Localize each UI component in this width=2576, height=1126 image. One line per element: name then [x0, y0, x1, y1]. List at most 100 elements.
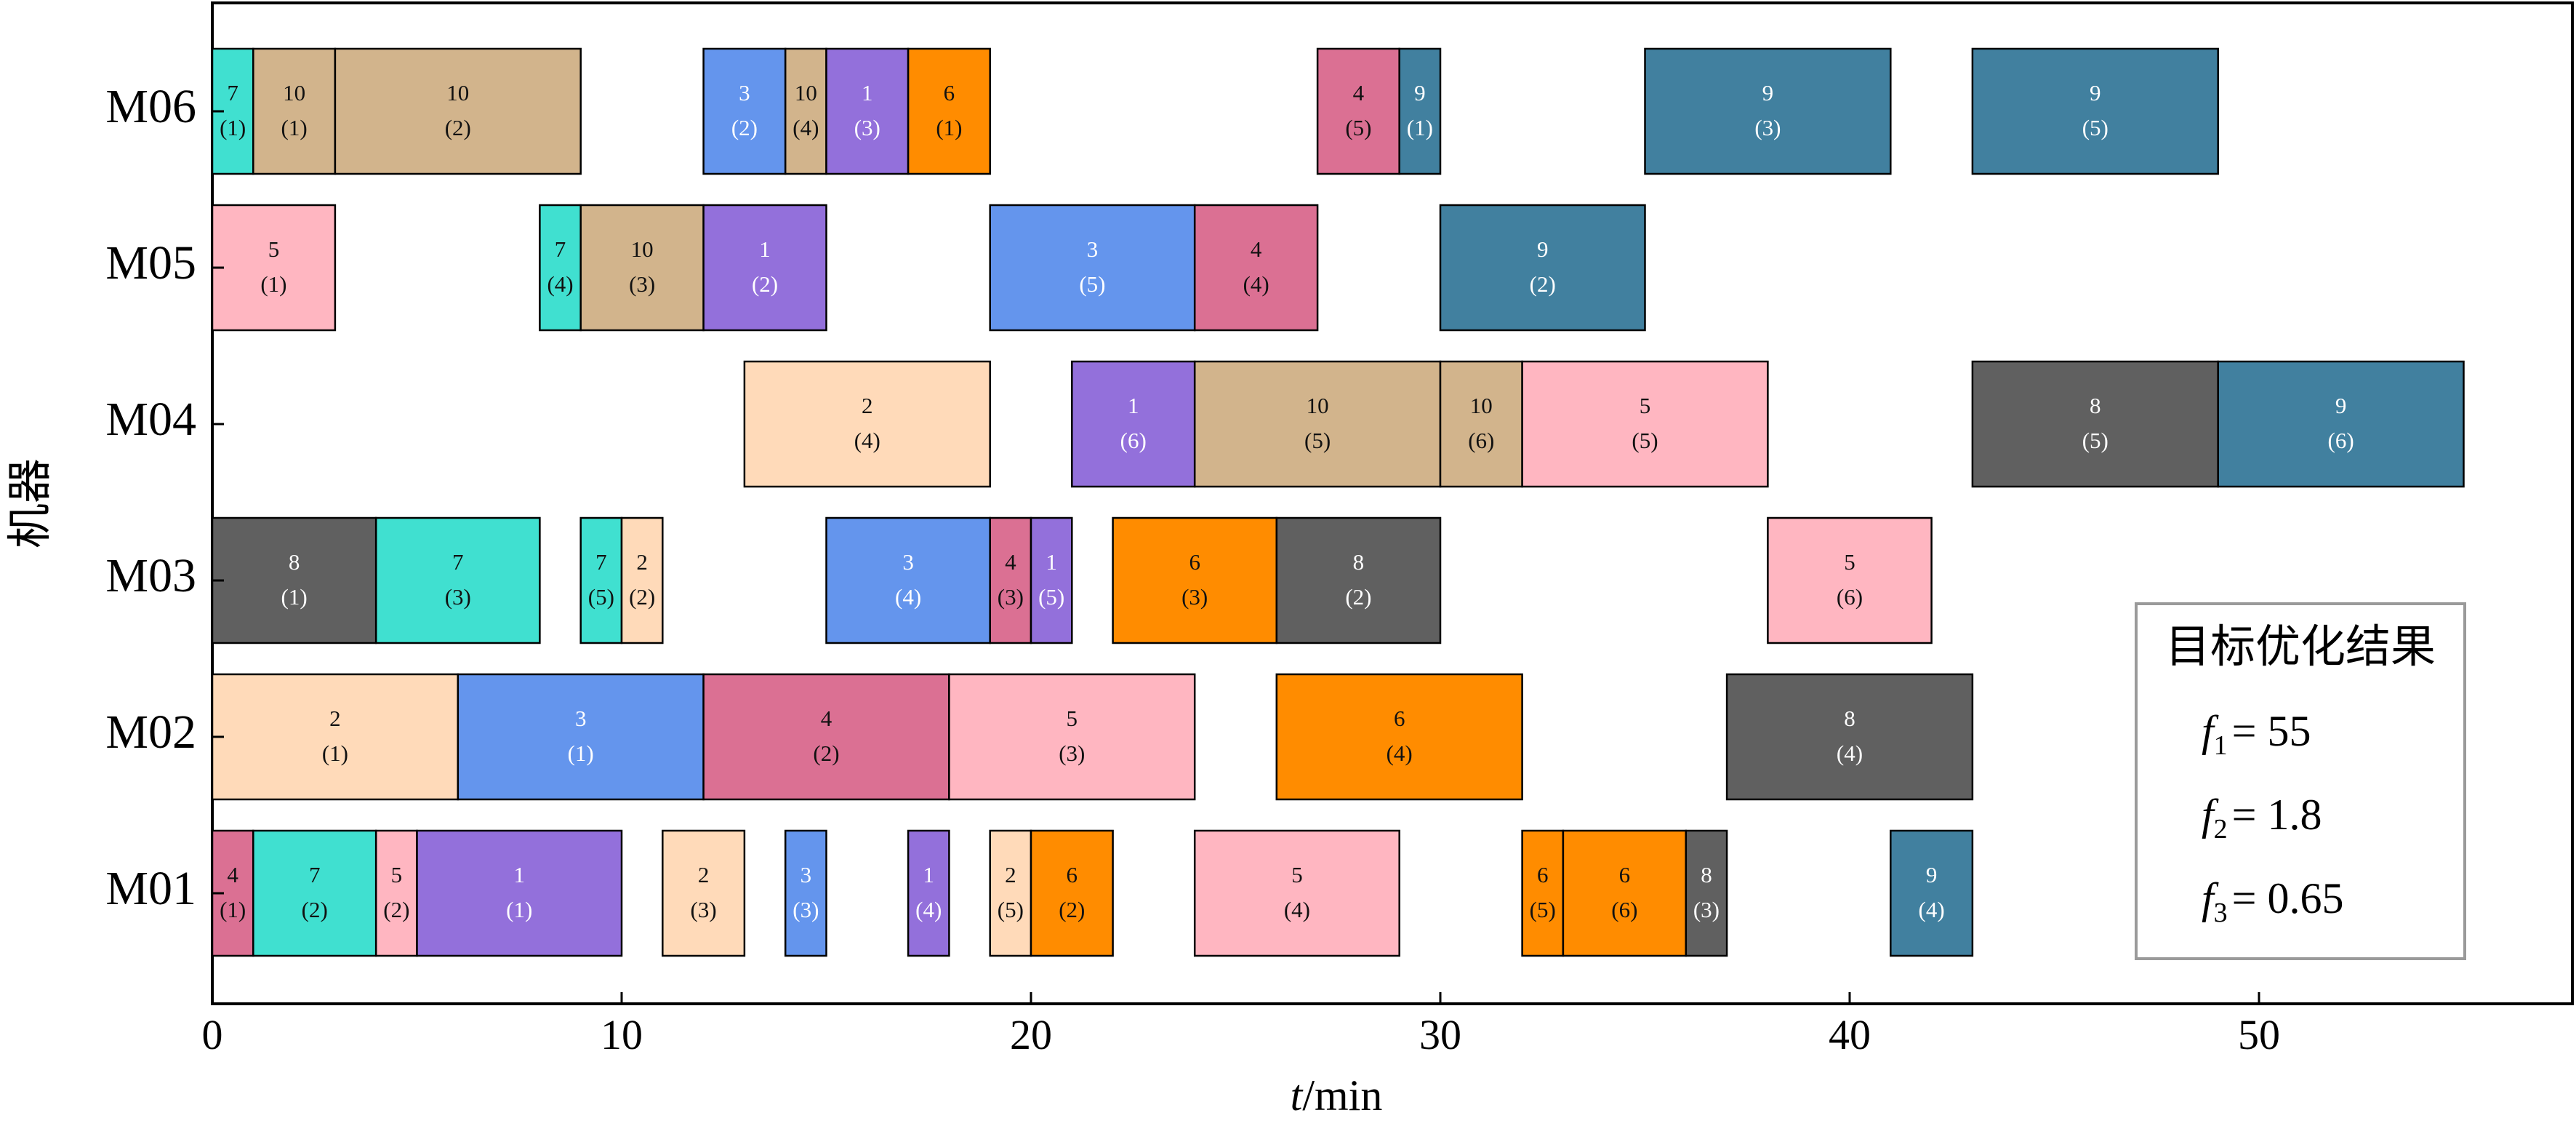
y-axis-label: 机器 — [6, 458, 55, 548]
task-bar — [211, 204, 337, 332]
task-op-label: (5) — [2082, 115, 2108, 140]
task-job-label: 5 — [1844, 549, 1855, 575]
task-op-label: (3) — [1059, 740, 1085, 766]
task-job-label: 7 — [595, 549, 607, 575]
task-job-label: 1 — [514, 862, 526, 887]
task-job-label: 4 — [1005, 549, 1016, 575]
task-job-label: 6 — [1394, 706, 1405, 731]
task-bar-group: 5(2) — [374, 829, 418, 957]
task-op-label: (3) — [1693, 897, 1720, 922]
task-op-label: (2) — [629, 584, 655, 610]
task-op-label: (2) — [1530, 271, 1556, 297]
task-op-label: (6) — [1468, 428, 1494, 453]
objective-f2: f2 = 1.8 — [2202, 791, 2322, 844]
x-tick-label: 50 — [2238, 1011, 2280, 1058]
task-bar-group: 2(3) — [662, 829, 746, 957]
task-op-label: (4) — [1837, 740, 1863, 766]
task-job-label: 3 — [902, 549, 914, 575]
task-job-label: 8 — [1844, 706, 1855, 731]
task-bar-group: 10(3) — [579, 204, 705, 332]
task-op-label: (1) — [568, 740, 594, 766]
task-job-label: 4 — [1353, 80, 1365, 105]
task-bar — [702, 673, 950, 801]
task-op-label: (5) — [2082, 428, 2108, 453]
task-op-label: (5) — [1345, 115, 1371, 140]
objective-f1-sub: 1 — [2214, 730, 2228, 761]
task-bar — [948, 673, 1196, 801]
objective-f2-value: = 1.8 — [2232, 791, 2322, 839]
task-bar — [579, 204, 705, 332]
task-op-label: (3) — [793, 897, 819, 922]
task-bar-group: 5(4) — [1193, 829, 1400, 957]
task-bar — [211, 673, 460, 801]
task-bar-group: 9(5) — [1971, 47, 2219, 175]
task-bar-group: 5(3) — [948, 673, 1196, 801]
task-bar — [907, 829, 950, 957]
task-op-label: (3) — [1754, 115, 1781, 140]
task-bar — [1275, 516, 1442, 644]
task-bar-group: 6(5) — [1521, 829, 1565, 957]
task-bar — [1971, 360, 2219, 488]
task-job-label: 6 — [1189, 549, 1200, 575]
task-op-label: (3) — [691, 897, 717, 922]
task-op-label: (6) — [1120, 428, 1147, 453]
task-job-label: 6 — [1619, 862, 1631, 887]
task-bar-group: 9(3) — [1644, 47, 1892, 175]
task-op-label: (4) — [547, 271, 573, 297]
x-tick-label: 0 — [202, 1011, 223, 1058]
y-tick-label: M01 — [105, 862, 196, 915]
task-bar — [825, 47, 910, 175]
task-op-label: (2) — [445, 115, 471, 140]
plot-frame — [211, 1, 2574, 1005]
task-bar — [1193, 204, 1319, 332]
task-job-label: 4 — [1251, 236, 1262, 262]
task-bar — [662, 829, 746, 957]
task-job-label: 1 — [862, 80, 873, 105]
y-tick-label: M04 — [105, 393, 196, 446]
task-bar-group: 7(2) — [252, 829, 377, 957]
task-job-label: 2 — [1005, 862, 1016, 887]
task-op-label: (4) — [1387, 740, 1413, 766]
task-bar — [1030, 516, 1073, 644]
task-op-label: (1) — [1407, 115, 1433, 140]
y-tick-label: M05 — [105, 236, 196, 290]
task-bar-group: 9(1) — [1398, 47, 1442, 175]
task-bar-group: 1(2) — [702, 204, 827, 332]
axis-layer: 0 10 20 30 40 50 M01 M02 M03 M04 M05 M06 — [105, 80, 2280, 1058]
task-job-label: 3 — [1087, 236, 1099, 262]
task-bar-group: 2(1) — [211, 673, 460, 801]
task-bar-group: 3(1) — [457, 673, 705, 801]
task-op-label: (1) — [281, 584, 308, 610]
task-bar — [1644, 47, 1892, 175]
task-bar-group: 9(4) — [1890, 829, 1974, 957]
result-box: 目标优化结果 f1 = 55 f2 = 1.8 f3 = 0.65 — [2135, 602, 2466, 960]
task-job-label: 2 — [329, 706, 341, 731]
task-bar — [1725, 673, 1974, 801]
task-job-label: 7 — [227, 80, 238, 105]
task-op-label: (1) — [260, 271, 286, 297]
task-job-label: 1 — [759, 236, 771, 262]
task-bar — [907, 47, 991, 175]
y-tick-label: M06 — [105, 80, 196, 133]
task-job-label: 2 — [698, 862, 710, 887]
task-job-label: 1 — [1046, 549, 1057, 575]
task-op-label: (2) — [383, 897, 409, 922]
task-bar-group: 8(5) — [1971, 360, 2219, 488]
task-job-label: 9 — [2090, 80, 2101, 105]
task-bar — [743, 360, 991, 488]
task-bar-group: 1(1) — [416, 829, 623, 957]
task-bar — [579, 516, 623, 644]
task-bar — [1521, 360, 1769, 488]
task-job-label: 9 — [2335, 393, 2347, 418]
task-op-label: (1) — [220, 897, 246, 922]
task-job-label: 10 — [1307, 393, 1329, 418]
task-bar — [1112, 516, 1278, 644]
task-job-label: 10 — [795, 80, 817, 105]
task-bar-group: 3(2) — [702, 47, 787, 175]
task-bar — [211, 516, 377, 644]
task-op-label: (5) — [1632, 428, 1658, 453]
task-bar — [334, 47, 582, 175]
task-op-label: (4) — [854, 428, 880, 453]
task-bar — [1275, 673, 1523, 801]
task-bar-group: 8(1) — [211, 516, 377, 644]
